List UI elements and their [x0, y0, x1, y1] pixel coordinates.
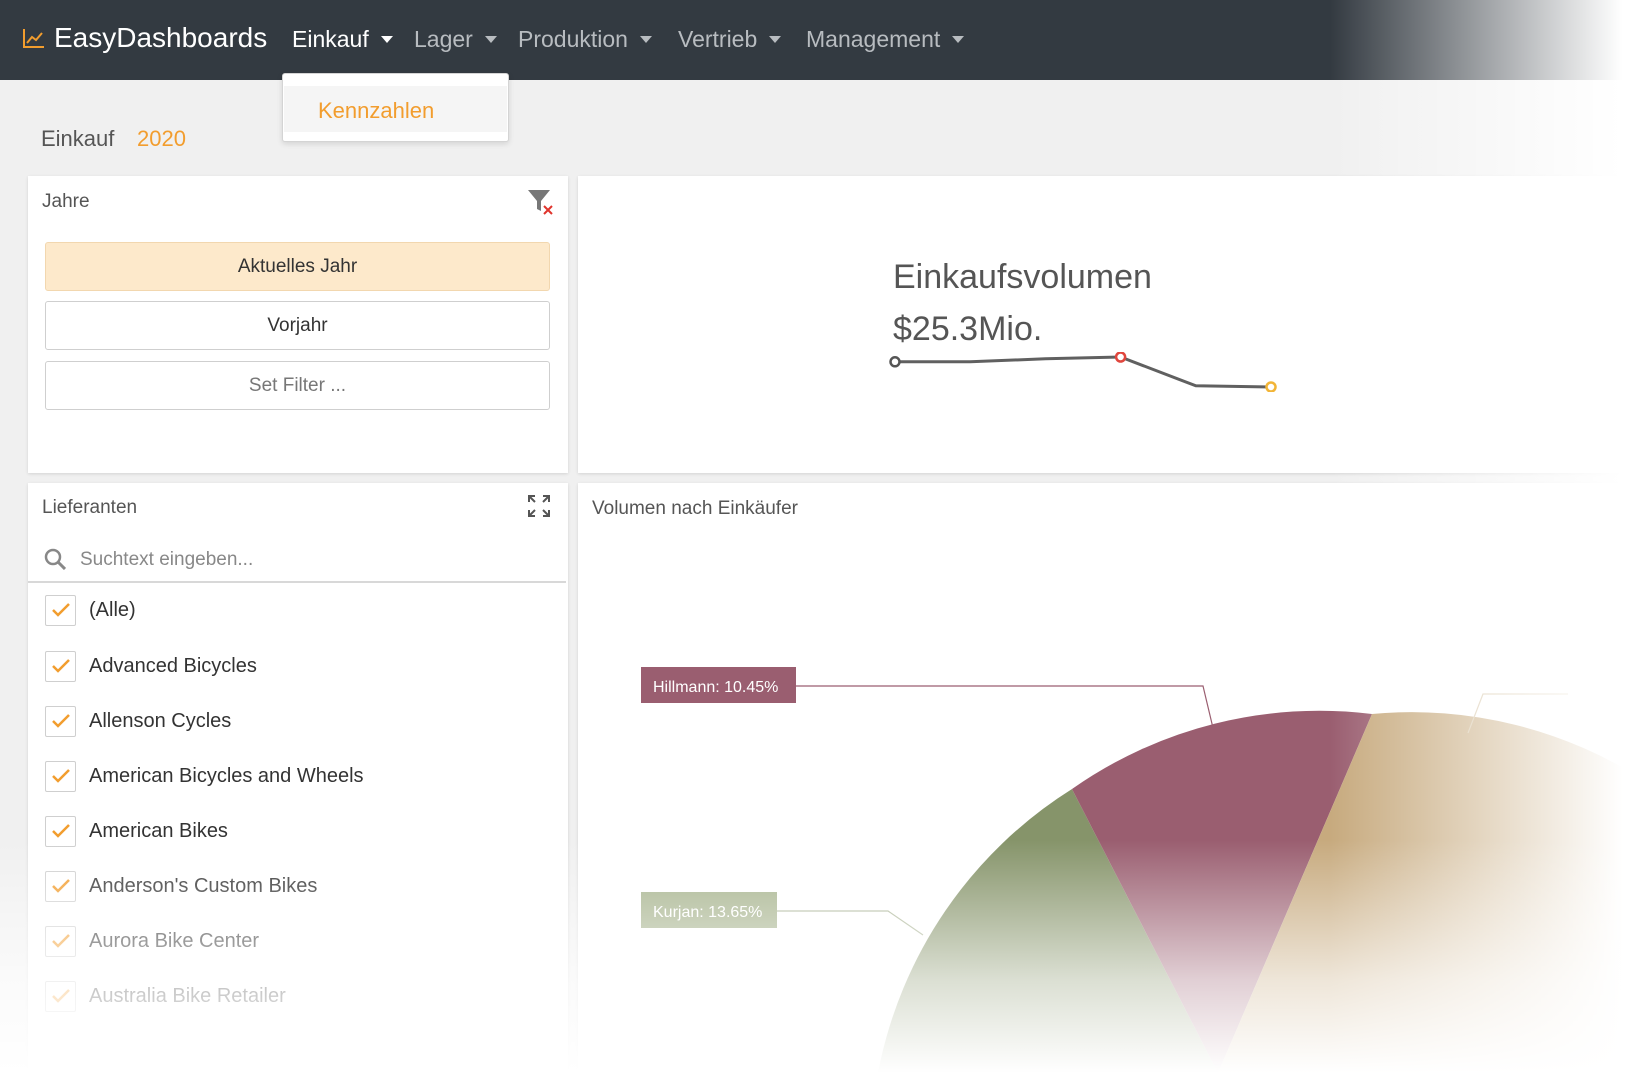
list-item-label: Anderson's Custom Bikes: [89, 874, 318, 897]
maximize-icon[interactable]: [528, 495, 550, 517]
nav-einkauf[interactable]: Einkauf: [292, 26, 393, 53]
pie-chart: Hillmann: 10.45% Kurjan: 13.65%: [641, 667, 1648, 1073]
dropdown-item-kennzahlen[interactable]: Kennzahlen: [284, 86, 507, 132]
checkbox[interactable]: [45, 594, 76, 626]
check-icon: [51, 769, 70, 783]
sparkline-max-point: [1114, 352, 1127, 363]
nav-produktion-label: Produktion: [518, 26, 628, 52]
list-item-label: Allenson Cycles: [89, 709, 232, 732]
nav-vertrieb[interactable]: Vertrieb: [678, 26, 782, 53]
checkbox[interactable]: [45, 760, 76, 792]
brand-name: EasyDashboards: [54, 22, 268, 53]
list-item-label: (Alle): [89, 598, 136, 621]
top-navbar: EasyDashboards Einkauf Lager Produktion …: [0, 0, 1648, 80]
check-icon: [51, 934, 70, 948]
list-item[interactable]: Advanced Bicycles: [45, 650, 257, 682]
nav-management-label: Management: [806, 26, 941, 52]
leader-line-kurjan: [776, 910, 924, 936]
pie-label-kurjan: Kurjan: 13.65%: [653, 904, 762, 921]
sparkline-start-point: [889, 356, 901, 368]
checkbox[interactable]: [45, 650, 76, 682]
einkauf-dropdown-menu: Kennzahlen: [282, 73, 509, 142]
pie-panel: Volumen nach Einkäufer Hillmann: 10.45% …: [578, 483, 1648, 1073]
checkbox[interactable]: [45, 705, 76, 737]
list-item-label: Advanced Bicycles: [89, 654, 257, 677]
list-item-label: Aurora Bike Center: [89, 929, 260, 952]
check-icon: [51, 714, 70, 728]
caret-down-icon: [380, 36, 393, 43]
years-panel: Jahre Aktuelles Jahr Vorjahr Set Filter …: [28, 176, 568, 473]
suppliers-panel-title: Lieferanten: [42, 497, 138, 518]
list-item-label: American Bicycles and Wheels: [89, 764, 364, 787]
checkbox[interactable]: [45, 815, 76, 847]
nav-produktion[interactable]: Produktion: [518, 26, 652, 53]
check-icon: [51, 824, 70, 838]
list-item[interactable]: (Alle): [45, 594, 136, 626]
sparkline-end-point: [1265, 381, 1277, 392]
nav-lager[interactable]: Lager: [414, 26, 497, 53]
list-item[interactable]: Allenson Cycles: [45, 705, 231, 737]
sparkline-path: [895, 355, 1272, 389]
kpi-sparkline: [889, 352, 1277, 392]
page-year: 2020: [137, 126, 186, 151]
pie-label-hillmann: Hillmann: 10.45%: [653, 679, 778, 696]
check-icon: [51, 989, 70, 1003]
list-item[interactable]: American Bikes: [45, 815, 228, 847]
nav-management[interactable]: Management: [806, 26, 965, 53]
check-icon: [51, 879, 70, 893]
list-item[interactable]: American Bicycles and Wheels: [45, 760, 364, 792]
list-item[interactable]: Australia Bike Retailer: [45, 980, 286, 1012]
kpi-panel: Einkaufsvolumen $25.3Mio.: [578, 176, 1648, 473]
suppliers-panel: Lieferanten (Alle) Advanced Bicycles All…: [28, 483, 568, 1073]
current-year-button[interactable]: Aktuelles Jahr: [45, 242, 550, 291]
set-filter-button[interactable]: Set Filter ...: [45, 361, 550, 410]
pie-chart-title: Volumen nach Einkäufer: [592, 498, 798, 519]
nav-einkauf-label: Einkauf: [292, 26, 369, 52]
checkbox[interactable]: [45, 870, 76, 902]
page-title: Einkauf: [41, 126, 115, 151]
list-item-label: Australia Bike Retailer: [89, 984, 286, 1007]
list-item[interactable]: Anderson's Custom Bikes: [45, 870, 317, 902]
list-item[interactable]: Aurora Bike Center: [45, 925, 259, 957]
caret-down-icon: [639, 36, 652, 43]
pie-label-hillmann-bg: [641, 667, 796, 703]
check-icon: [51, 659, 70, 673]
brand[interactable]: EasyDashboards: [22, 22, 267, 54]
caret-down-icon: [952, 36, 965, 43]
leader-line-hillmann: [796, 685, 1214, 729]
checkbox[interactable]: [45, 980, 76, 1012]
caret-down-icon: [484, 36, 497, 43]
check-icon: [51, 603, 70, 617]
years-panel-title: Jahre: [42, 191, 90, 212]
checkbox[interactable]: [45, 925, 76, 957]
search-icon: [44, 548, 66, 570]
chart-line-icon: [23, 29, 44, 48]
caret-down-icon: [769, 36, 782, 43]
nav-vertrieb-label: Vertrieb: [678, 26, 758, 52]
list-item-label: American Bikes: [89, 819, 228, 842]
clear-filter-icon[interactable]: [527, 188, 555, 216]
kpi-title: Einkaufsvolumen: [893, 258, 1152, 296]
nav-lager-label: Lager: [414, 26, 473, 52]
search-row: [28, 538, 566, 583]
supplier-search-input[interactable]: [80, 546, 540, 574]
kpi-value: $25.3Mio.: [893, 310, 1043, 348]
previous-year-button[interactable]: Vorjahr: [45, 301, 550, 350]
